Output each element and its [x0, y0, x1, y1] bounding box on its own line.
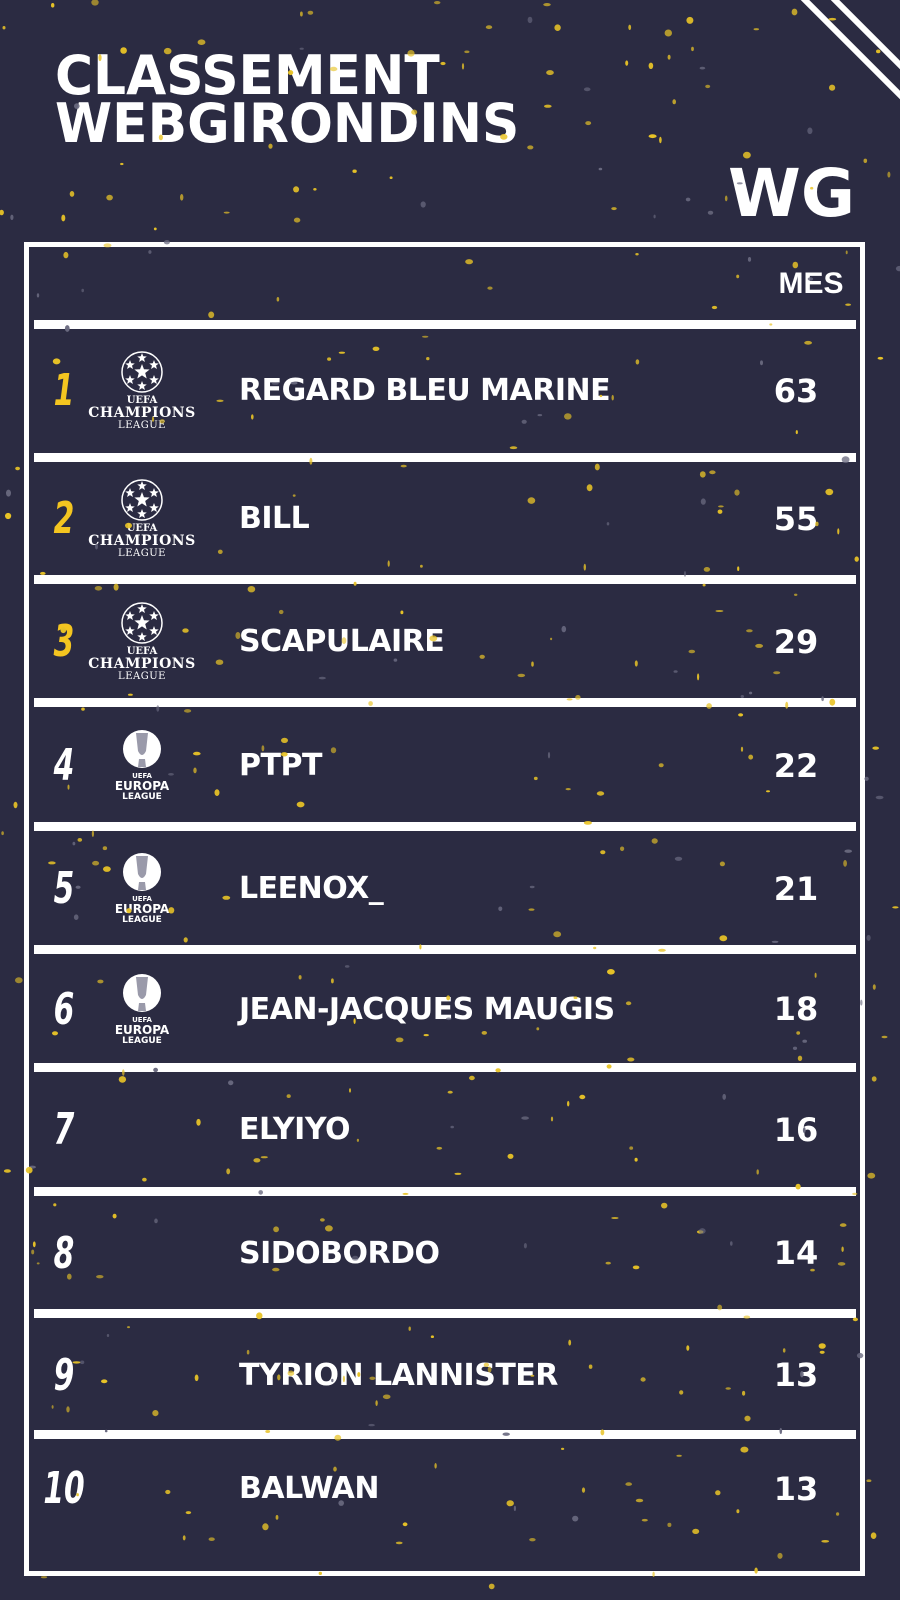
player-name: BILL: [239, 501, 310, 536]
rank-number: 2: [53, 493, 75, 544]
standings-header: MES: [34, 250, 856, 318]
champions-league-logo: UEFA CHAMPIONS LEAGUE: [86, 585, 198, 698]
badge-competition-text: CHAMPIONS: [88, 533, 196, 549]
standings-row: 1 UEFA CHAMPIONS LEAGUE REGARD BLEU MARINE 63: [34, 330, 856, 451]
player-points: 63: [773, 371, 819, 410]
player-points: 22: [773, 746, 819, 785]
row-divider: [34, 1187, 856, 1196]
player-name: LEENOX_: [239, 871, 384, 906]
rank-number: 8: [53, 1227, 75, 1279]
standings-row: 7 ELYIYO 16: [34, 1073, 856, 1186]
badge-uefa-text: UEFA: [132, 1015, 152, 1024]
player-name: PTPT: [239, 748, 322, 783]
player-name: TYRION LANNISTER: [239, 1357, 558, 1393]
europa-trophy-icon: [123, 853, 161, 891]
standings-row: 2 UEFA CHAMPIONS LEAGUE BILL 55: [34, 463, 856, 574]
rank-number: 3: [53, 616, 75, 667]
badge-league-text: LEAGUE: [118, 420, 166, 431]
player-name: SIDOBORDO: [239, 1235, 440, 1271]
starball-icon: [121, 351, 163, 393]
row-divider: [34, 1430, 856, 1439]
badge-uefa-text: UEFA: [132, 772, 152, 780]
title-line-1: CLASSEMENT: [55, 44, 440, 107]
row-divider: [34, 575, 856, 584]
badge-league-text: LEAGUE: [122, 1035, 162, 1046]
row-divider: [34, 822, 856, 831]
standings-row: 8 SIDOBORDO 14: [34, 1197, 856, 1309]
badge-league-text: LEAGUE: [122, 915, 162, 925]
wg-logo: WG: [728, 155, 855, 232]
badge-competition-text: EUROPA: [114, 1022, 170, 1037]
standings-row: 3 UEFA CHAMPIONS LEAGUE SCAPULAIRE 29: [34, 585, 856, 698]
europa-league-logo: UEFA EUROPA LEAGUE: [86, 832, 198, 945]
player-name: SCAPULAIRE: [239, 624, 445, 659]
badge-uefa-text: UEFA: [126, 646, 158, 657]
standings-board: [24, 242, 865, 1576]
badge-competition-text: EUROPA: [114, 779, 170, 793]
europa-league-logo: UEFA EUROPA LEAGUE: [86, 955, 198, 1063]
badge-competition-text: EUROPA: [114, 902, 170, 916]
title-line-2: WEBGIRONDINS: [55, 92, 520, 155]
player-points: 21: [773, 869, 819, 908]
player-name: BALWAN: [239, 1471, 379, 1506]
badge-league-text: LEAGUE: [118, 548, 166, 559]
badge-competition-text: CHAMPIONS: [88, 405, 196, 421]
standings-row: 9 TYRION LANNISTER 13: [34, 1319, 856, 1431]
rank-number: 7: [53, 1104, 75, 1155]
rank-number: 6: [53, 983, 75, 1035]
points-column-label: MES: [778, 267, 844, 300]
player-points: 29: [773, 622, 819, 661]
player-points: 14: [773, 1234, 819, 1272]
player-points: 55: [773, 499, 819, 538]
standings-row: 4 UEFA EUROPA LEAGUE PTPT 22: [34, 708, 856, 823]
europa-trophy-icon: [123, 973, 161, 1012]
badge-uefa-text: UEFA: [126, 395, 158, 406]
row-divider: [34, 453, 856, 462]
player-points: 18: [773, 990, 819, 1028]
rank-number: 1: [53, 365, 75, 416]
badge-league-text: LEAGUE: [118, 671, 166, 682]
row-divider: [34, 698, 856, 707]
player-points: 13: [773, 1356, 819, 1394]
player-points: 13: [773, 1469, 819, 1508]
player-points: 16: [773, 1110, 819, 1149]
row-divider: [34, 320, 856, 329]
player-name: ELYIYO: [239, 1112, 350, 1147]
europa-trophy-icon: [123, 730, 161, 768]
standings-row: 6 UEFA EUROPA LEAGUE JEAN-JACQUES MAUGIS 18: [34, 955, 856, 1063]
rank-number: 4: [53, 740, 75, 791]
row-divider: [34, 945, 856, 954]
rank-number: 10: [43, 1463, 85, 1514]
player-name: REGARD BLEU MARINE: [239, 373, 611, 408]
starball-icon: [121, 602, 163, 644]
champions-league-logo: UEFA CHAMPIONS LEAGUE: [86, 463, 198, 574]
champions-league-logo: UEFA CHAMPIONS LEAGUE: [86, 330, 198, 451]
rank-number: 9: [53, 1349, 75, 1401]
badge-uefa-text: UEFA: [126, 523, 158, 534]
rank-number: 5: [53, 863, 75, 914]
standings-row: 10 BALWAN 13: [34, 1440, 856, 1537]
europa-league-logo: UEFA EUROPA LEAGUE: [86, 708, 198, 823]
starball-icon: [121, 479, 163, 521]
row-divider: [34, 1063, 856, 1072]
corner-stripes-decoration: [800, 0, 900, 100]
player-name: JEAN-JACQUES MAUGIS: [239, 991, 615, 1027]
badge-competition-text: CHAMPIONS: [88, 656, 196, 672]
page-title: CLASSEMENT WEBGIRONDINS: [55, 44, 520, 155]
badge-uefa-text: UEFA: [132, 895, 152, 903]
standings-row: 5 UEFA EUROPA LEAGUE LEENOX_ 21: [34, 832, 856, 945]
row-divider: [34, 1309, 856, 1318]
badge-league-text: LEAGUE: [122, 792, 162, 802]
